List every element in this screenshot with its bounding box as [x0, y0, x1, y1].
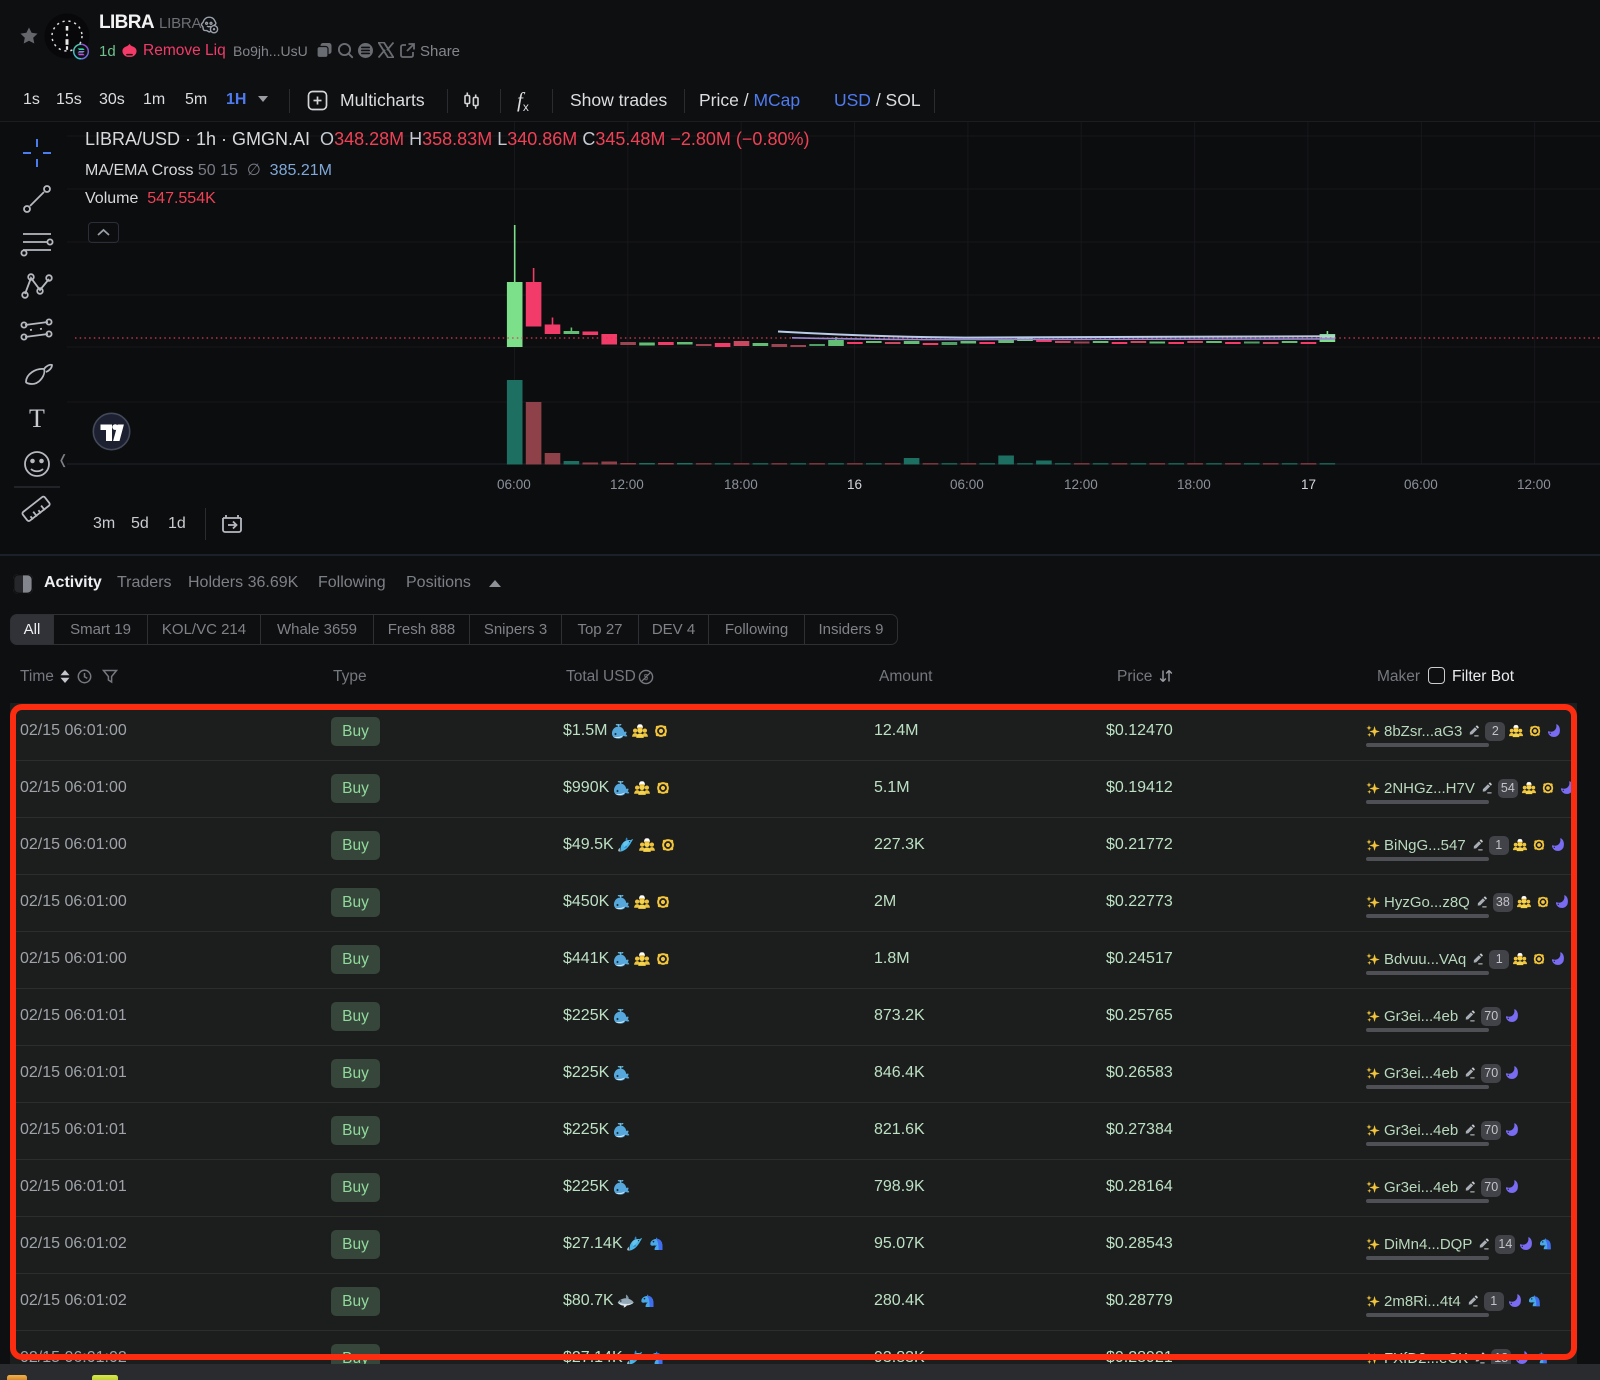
svg-text:❬: ❬ — [58, 452, 68, 468]
svg-text:T: T — [29, 404, 45, 433]
